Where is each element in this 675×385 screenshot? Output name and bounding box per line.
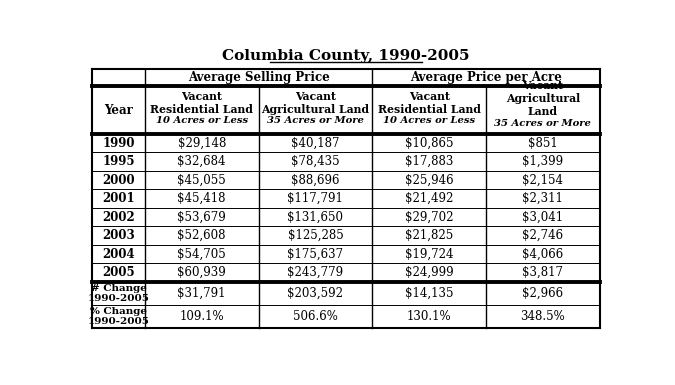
Text: Year: Year bbox=[104, 104, 133, 117]
Text: $21,492: $21,492 bbox=[405, 192, 454, 205]
Text: 109.1%: 109.1% bbox=[180, 310, 224, 323]
Text: 2003: 2003 bbox=[102, 229, 135, 242]
Text: $2,311: $2,311 bbox=[522, 192, 564, 205]
Text: $243,779: $243,779 bbox=[288, 266, 344, 279]
Text: $40,187: $40,187 bbox=[291, 137, 340, 150]
Text: 10 Acres or Less: 10 Acres or Less bbox=[156, 116, 248, 125]
Text: $14,135: $14,135 bbox=[405, 287, 454, 300]
Text: 1990: 1990 bbox=[102, 137, 135, 150]
Text: $60,939: $60,939 bbox=[178, 266, 226, 279]
Text: 506.6%: 506.6% bbox=[293, 310, 338, 323]
Text: Columbia County, 1990-2005: Columbia County, 1990-2005 bbox=[222, 49, 470, 63]
Text: $851: $851 bbox=[528, 137, 558, 150]
Text: $2,746: $2,746 bbox=[522, 229, 564, 242]
Text: $32,684: $32,684 bbox=[178, 155, 226, 168]
Text: % Change
1990-2005: % Change 1990-2005 bbox=[88, 307, 149, 326]
Text: $54,705: $54,705 bbox=[178, 248, 226, 261]
Text: $88,696: $88,696 bbox=[291, 174, 340, 187]
Text: Vacant
Residential Land: Vacant Residential Land bbox=[151, 91, 253, 115]
Text: 35 Acres or More: 35 Acres or More bbox=[267, 116, 364, 125]
Text: 2001: 2001 bbox=[102, 192, 135, 205]
Text: $3,817: $3,817 bbox=[522, 266, 564, 279]
Text: $31,791: $31,791 bbox=[178, 287, 226, 300]
Text: $203,592: $203,592 bbox=[288, 287, 344, 300]
Text: $19,724: $19,724 bbox=[405, 248, 454, 261]
Text: $10,865: $10,865 bbox=[405, 137, 454, 150]
Text: 35 Acres or More: 35 Acres or More bbox=[495, 119, 591, 129]
Text: $45,055: $45,055 bbox=[178, 174, 226, 187]
Text: $125,285: $125,285 bbox=[288, 229, 344, 242]
Text: $117,791: $117,791 bbox=[288, 192, 344, 205]
Text: 2004: 2004 bbox=[102, 248, 135, 261]
Text: $3,041: $3,041 bbox=[522, 211, 564, 224]
Text: 348.5%: 348.5% bbox=[520, 310, 565, 323]
Text: 1995: 1995 bbox=[102, 155, 135, 168]
Text: $45,418: $45,418 bbox=[178, 192, 226, 205]
Text: $17,883: $17,883 bbox=[405, 155, 454, 168]
Text: $53,679: $53,679 bbox=[178, 211, 226, 224]
Text: 2000: 2000 bbox=[102, 174, 135, 187]
Text: $2,154: $2,154 bbox=[522, 174, 564, 187]
Text: $52,608: $52,608 bbox=[178, 229, 226, 242]
Text: $1,399: $1,399 bbox=[522, 155, 564, 168]
Text: $21,825: $21,825 bbox=[405, 229, 454, 242]
Text: $24,999: $24,999 bbox=[405, 266, 454, 279]
Text: 10 Acres or Less: 10 Acres or Less bbox=[383, 116, 475, 125]
Text: Average Price per Acre: Average Price per Acre bbox=[410, 71, 562, 84]
Text: # Change
1990-2005: # Change 1990-2005 bbox=[88, 284, 149, 303]
Text: $29,702: $29,702 bbox=[405, 211, 454, 224]
Text: $175,637: $175,637 bbox=[288, 248, 344, 261]
Text: $25,946: $25,946 bbox=[405, 174, 454, 187]
Text: Vacant
Residential Land: Vacant Residential Land bbox=[378, 91, 481, 115]
Text: Vacant
Agricultural Land: Vacant Agricultural Land bbox=[261, 91, 369, 115]
Text: 130.1%: 130.1% bbox=[407, 310, 452, 323]
Text: $78,435: $78,435 bbox=[291, 155, 340, 168]
Text: 2005: 2005 bbox=[102, 266, 135, 279]
Text: $29,148: $29,148 bbox=[178, 137, 226, 150]
Text: 2002: 2002 bbox=[102, 211, 135, 224]
Text: $4,066: $4,066 bbox=[522, 248, 564, 261]
Text: $131,650: $131,650 bbox=[288, 211, 344, 224]
Text: Average Selling Price: Average Selling Price bbox=[188, 71, 329, 84]
Text: Vacant
Agricultural
Land: Vacant Agricultural Land bbox=[506, 80, 580, 117]
Text: $2,966: $2,966 bbox=[522, 287, 564, 300]
